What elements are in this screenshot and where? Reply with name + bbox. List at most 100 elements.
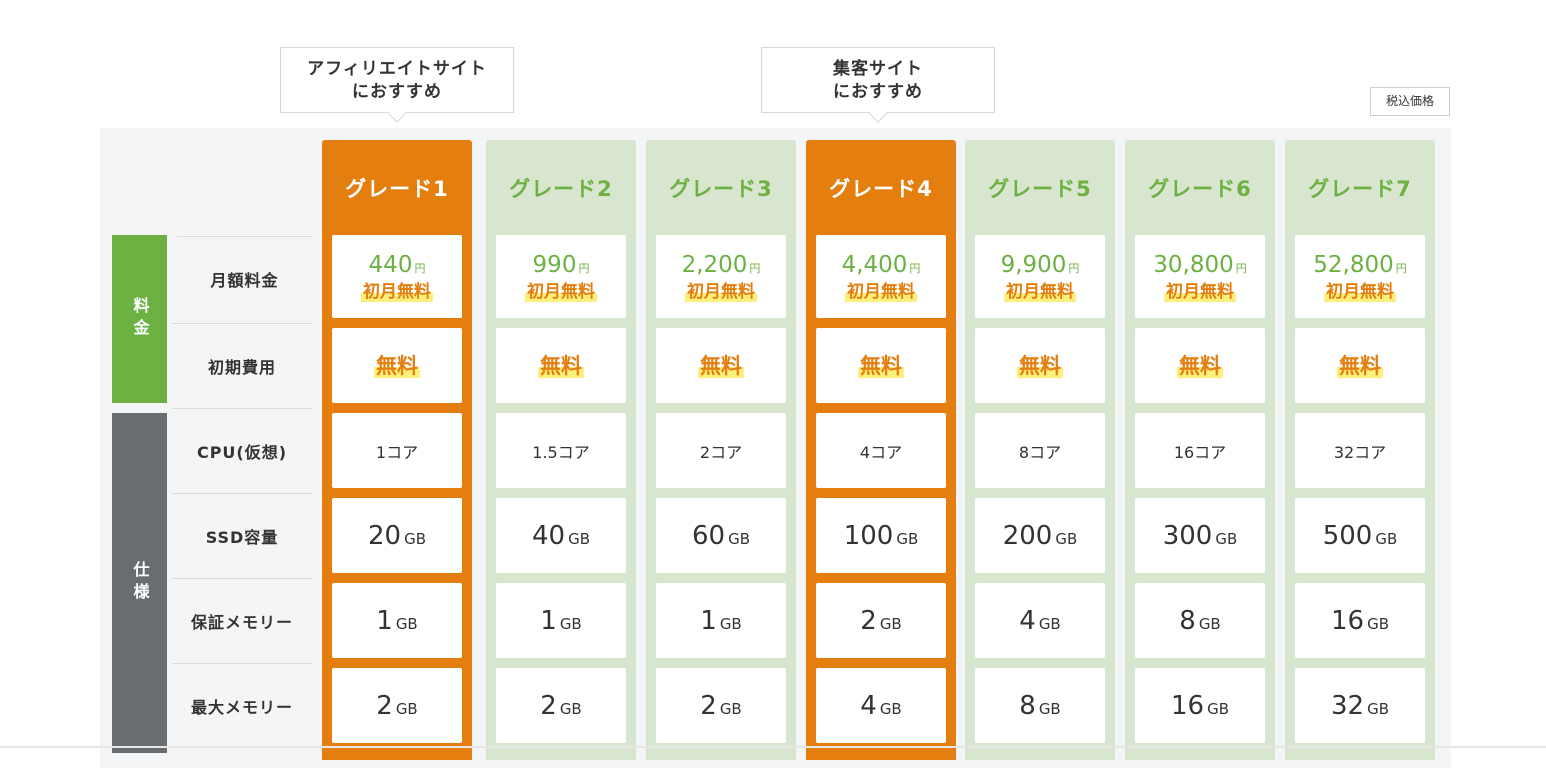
- memory-cell: 8 GB: [1135, 583, 1265, 658]
- spec-number: 8: [1019, 690, 1036, 721]
- yen-unit: 円: [909, 261, 921, 275]
- spec-number: 20: [367, 520, 402, 551]
- price-value: 2,200: [681, 251, 748, 278]
- initial-fee-cell: 無料: [816, 328, 946, 403]
- row-label-monthly-fee: 月額料金: [177, 236, 312, 321]
- gb-unit: GB: [1038, 699, 1061, 718]
- spec-value: 20 GB: [368, 521, 426, 551]
- gb-unit: GB: [1198, 614, 1221, 633]
- row-label-ssd: SSD容量: [172, 493, 312, 578]
- gb-unit: GB: [728, 529, 750, 548]
- callout-line: におすすめ: [352, 82, 442, 102]
- spec-value: 4 GB: [860, 691, 901, 721]
- monthly-price: 52,800 円: [1313, 252, 1406, 282]
- max-memory-cell: 4 GB: [816, 668, 946, 743]
- cpu-cell: 2コア: [656, 413, 786, 488]
- yen-unit: 円: [1395, 261, 1407, 275]
- gb-unit: GB: [1207, 699, 1229, 718]
- spec-number: 300: [1162, 520, 1213, 551]
- first-month-free-badge: 初月無料: [525, 281, 597, 302]
- monthly-fee-cell: 9,900 円初月無料: [975, 235, 1105, 318]
- memory-cell: 1 GB: [332, 583, 462, 658]
- monthly-fee-cell: 2,200 円初月無料: [656, 235, 786, 318]
- gb-unit: GB: [1367, 614, 1389, 633]
- cpu-cell: 4コア: [816, 413, 946, 488]
- spec-number: 4: [860, 690, 877, 721]
- spec-value: 40 GB: [532, 521, 590, 551]
- spec-value: 2 GB: [376, 691, 417, 721]
- ssd-cell: 20 GB: [332, 498, 462, 573]
- category-spec-label: 仕様: [130, 561, 150, 605]
- spec-value: 4 GB: [1019, 606, 1060, 636]
- spec-number: 100: [843, 520, 894, 551]
- initial-fee-free: 無料: [538, 353, 584, 378]
- first-month-free-badge: 初月無料: [845, 281, 917, 302]
- cpu-cell: 16コア: [1135, 413, 1265, 488]
- spec-number: 500: [1322, 520, 1373, 551]
- first-month-free-badge: 初月無料: [361, 281, 433, 302]
- max-memory-cell: 2 GB: [332, 668, 462, 743]
- price-value: 30,800: [1153, 251, 1234, 278]
- yen-unit: 円: [1068, 261, 1080, 275]
- cpu-cell: 1コア: [332, 413, 462, 488]
- initial-fee-free: 無料: [1177, 353, 1223, 378]
- spec-number: 1: [700, 605, 717, 636]
- monthly-fee-cell: 52,800 円初月無料: [1295, 235, 1425, 318]
- spec-value: 2 GB: [700, 691, 741, 721]
- category-price-label: 料金: [130, 297, 150, 341]
- ssd-cell: 200 GB: [975, 498, 1105, 573]
- ssd-cell: 300 GB: [1135, 498, 1265, 573]
- gb-unit: GB: [1038, 614, 1061, 633]
- price-value: 990: [532, 251, 577, 278]
- gb-unit: GB: [879, 699, 902, 718]
- grade-name: グレード4: [829, 176, 933, 201]
- spec-number: 4: [1019, 605, 1036, 636]
- spec-value: 2 GB: [540, 691, 581, 721]
- spec-number: 200: [1002, 520, 1053, 551]
- callout-line: 集客サイト: [833, 59, 923, 79]
- max-memory-cell: 2 GB: [656, 668, 786, 743]
- price-value: 4,400: [841, 251, 908, 278]
- monthly-fee-cell: 30,800 円初月無料: [1135, 235, 1265, 318]
- spec-value: 1 GB: [700, 606, 741, 636]
- ssd-cell: 40 GB: [496, 498, 626, 573]
- spec-number: 32: [1330, 690, 1365, 721]
- spec-value: 1 GB: [540, 606, 581, 636]
- first-month-free-badge: 初月無料: [1324, 281, 1396, 302]
- spec-value: 32 GB: [1331, 691, 1389, 721]
- spec-value: 2 GB: [860, 606, 901, 636]
- cpu-value: 8コア: [1018, 442, 1062, 462]
- initial-fee-cell: 無料: [332, 328, 462, 403]
- cpu-value: 16コア: [1173, 442, 1227, 462]
- grade-name: グレード6: [1148, 176, 1252, 201]
- spec-number: 40: [531, 520, 566, 551]
- initial-fee-free: 無料: [698, 353, 744, 378]
- recommend-callout-marketing: 集客サイト におすすめ: [761, 47, 995, 113]
- memory-cell: 2 GB: [816, 583, 946, 658]
- spec-number: 1: [376, 605, 393, 636]
- gb-unit: GB: [1055, 529, 1078, 548]
- initial-fee-free: 無料: [1017, 353, 1063, 378]
- gb-unit: GB: [395, 699, 418, 718]
- monthly-price: 9,900 円: [1001, 252, 1080, 282]
- cpu-value: 4コア: [859, 442, 903, 462]
- monthly-price: 4,400 円: [842, 252, 921, 282]
- monthly-price: 440 円: [369, 252, 426, 282]
- spec-number: 1: [540, 605, 557, 636]
- monthly-price: 990 円: [533, 252, 590, 282]
- first-month-free-badge: 初月無料: [1004, 281, 1076, 302]
- tax-included-badge: 税込価格: [1370, 87, 1450, 116]
- gb-unit: GB: [719, 614, 742, 633]
- grade-name: グレード5: [988, 176, 1092, 201]
- yen-unit: 円: [749, 261, 761, 275]
- max-memory-cell: 8 GB: [975, 668, 1105, 743]
- row-label-max-memory: 最大メモリー: [172, 663, 312, 748]
- grade-name: グレード7: [1308, 176, 1412, 201]
- ssd-cell: 500 GB: [1295, 498, 1425, 573]
- ssd-cell: 60 GB: [656, 498, 786, 573]
- cpu-cell: 32コア: [1295, 413, 1425, 488]
- gb-unit: GB: [559, 614, 582, 633]
- grade-name: グレード3: [669, 176, 773, 201]
- yen-unit: 円: [414, 261, 426, 275]
- cpu-value: 1.5コア: [532, 442, 590, 462]
